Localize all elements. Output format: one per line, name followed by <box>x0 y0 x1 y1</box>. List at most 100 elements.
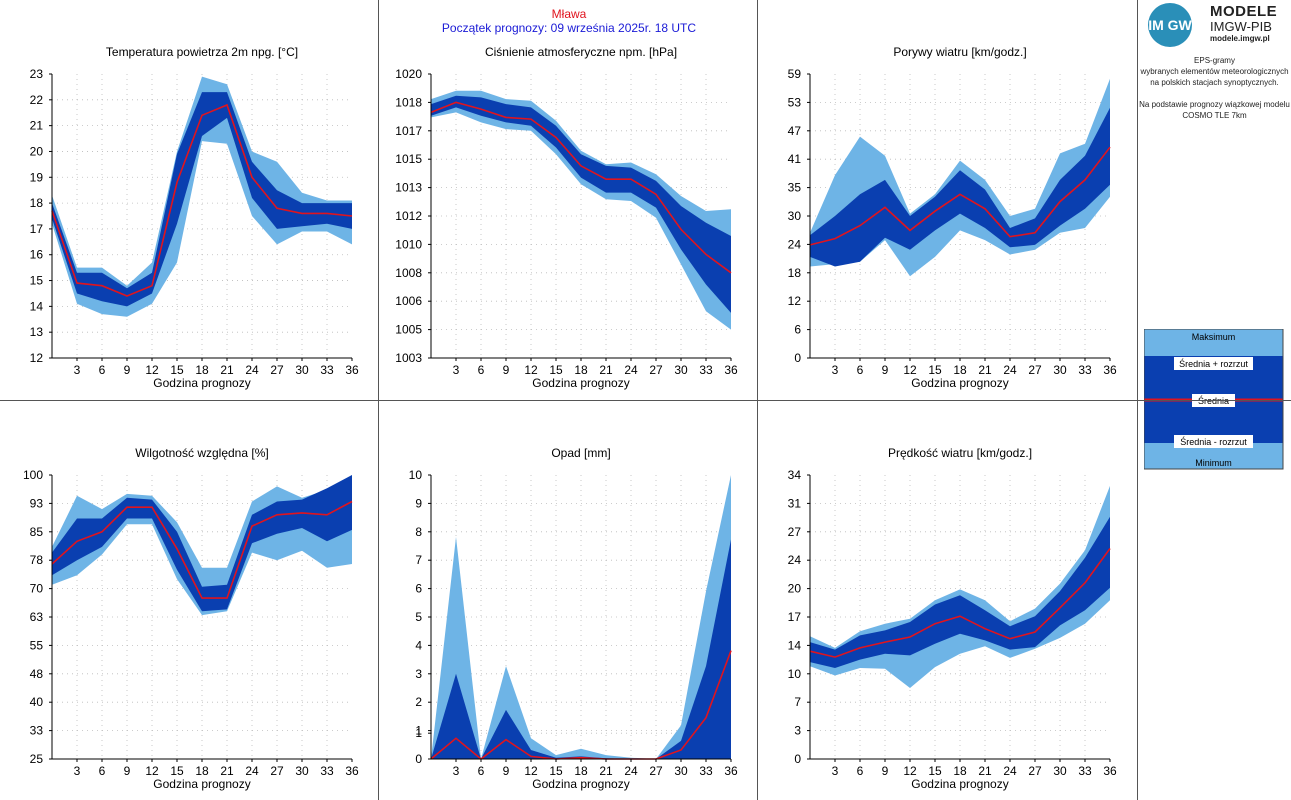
x-tick-label: 12 <box>145 363 159 377</box>
x-axis-label: Godzina prognozy <box>532 777 629 791</box>
y-tick-label: 1010 <box>395 237 422 251</box>
mean-line <box>809 548 1111 658</box>
x-tick-label: 36 <box>345 363 359 377</box>
x-tick-label: 27 <box>270 363 284 377</box>
x-tick-label: 30 <box>674 764 688 778</box>
y-tick-label: 35 <box>788 181 802 195</box>
wind-speed-chart: Prędkość wiatru [km/godz.] 0 3 7 10 14 17 20 24 2… <box>788 446 1117 791</box>
y-tick-label: 17 <box>788 610 802 624</box>
legend-pointer-line <box>1138 400 1291 401</box>
y-tick-label: 33 <box>30 724 44 738</box>
y-tick-label: 1006 <box>395 294 422 308</box>
description-line: Na podstawie prognozy wiązkowej modelu <box>1139 100 1290 109</box>
y-tick-label: 18 <box>788 266 802 280</box>
x-tick-label: 9 <box>124 363 131 377</box>
chart-title: Wilgotność względna [%] <box>135 446 268 460</box>
mean-line <box>51 103 353 297</box>
y-tick-label: 7 <box>794 695 801 709</box>
humidity-chart: Wilgotność względna [%]25334048556370788… <box>23 446 359 791</box>
mean-line <box>430 101 732 274</box>
chart-title: Opad [mm] <box>551 446 610 460</box>
y-tick-label: 23 <box>30 67 44 81</box>
y-tick-label: 31 <box>788 496 802 510</box>
x-tick-label: 3 <box>832 363 839 377</box>
y-tick-label: 1013 <box>395 181 422 195</box>
x-tick-label: 15 <box>928 363 942 377</box>
description: EPS-gramy wybranych elementów meteorolog… <box>1138 55 1291 121</box>
x-axis-label: Godzina prognozy <box>911 376 1008 390</box>
x-tick-label: 12 <box>524 363 538 377</box>
y-tick-label: 1 <box>415 726 422 740</box>
imgw-logo: IM GW MODELE IMGW-PIB modele.imgw.pl <box>1144 0 1291 50</box>
x-tick-label: 15 <box>549 363 563 377</box>
x-tick-label: 30 <box>674 363 688 377</box>
y-tick-label: 0 <box>794 752 801 766</box>
x-tick-label: 6 <box>857 363 864 377</box>
x-tick-label: 18 <box>195 363 209 377</box>
y-tick-label: 10 <box>788 667 802 681</box>
chart-title: Temperatura powietrza 2m npg. [°C] <box>106 45 298 59</box>
x-tick-label: 21 <box>599 764 613 778</box>
y-tick-label: 1012 <box>395 209 422 223</box>
x-tick-label: 12 <box>903 764 917 778</box>
description-line: wybranych elementów meteorologicznych <box>1140 67 1289 76</box>
x-tick-label: 9 <box>503 363 510 377</box>
x-tick-label: 21 <box>978 764 992 778</box>
panel-divider-vertical-3 <box>1137 0 1138 800</box>
y-tick-label: 93 <box>30 496 44 510</box>
x-axis-label: Godzina prognozy <box>532 376 629 390</box>
chart-title: Prędkość wiatru [km/godz.] <box>888 446 1032 460</box>
x-tick-label: 3 <box>832 764 839 778</box>
x-tick-label: 6 <box>478 764 485 778</box>
y-tick-label: 85 <box>30 525 44 539</box>
x-tick-label: 24 <box>1003 363 1017 377</box>
x-tick-label: 30 <box>295 363 309 377</box>
description-line: na polskich stacjach synoptycznych. <box>1150 78 1279 87</box>
x-tick-label: 18 <box>953 764 967 778</box>
panel-divider-horizontal <box>0 400 1137 401</box>
x-tick-label: 6 <box>99 764 106 778</box>
y-tick-label: 16 <box>30 248 44 262</box>
y-tick-label: 20 <box>788 582 802 596</box>
y-tick-label: 24 <box>788 553 802 567</box>
x-tick-label: 18 <box>574 764 588 778</box>
x-tick-label: 18 <box>953 363 967 377</box>
y-tick-label: 18 <box>30 196 44 210</box>
y-tick-label: 19 <box>30 170 44 184</box>
y-tick-label: 30 <box>788 209 802 223</box>
x-tick-label: 33 <box>1078 764 1092 778</box>
y-tick-label: 14 <box>788 638 802 652</box>
x-tick-label: 18 <box>195 764 209 778</box>
spread-band <box>810 107 1110 267</box>
y-tick-label: 21 <box>30 119 44 133</box>
min-max-band <box>431 475 731 759</box>
y-tick-label: 1017 <box>395 124 422 138</box>
x-tick-label: 27 <box>1028 764 1042 778</box>
x-tick-label: 18 <box>574 363 588 377</box>
y-tick-label: 47 <box>788 124 802 138</box>
y-tick-label: 1 <box>415 724 422 738</box>
description-line: COSMO TLE 7km <box>1182 111 1247 120</box>
x-axis-label: Godzina prognozy <box>911 777 1008 791</box>
legend-label-mean-minus: Średnia - rozrzut <box>1180 436 1247 447</box>
y-tick-label: 12 <box>788 294 802 308</box>
x-tick-label: 21 <box>978 363 992 377</box>
x-tick-label: 30 <box>1053 764 1067 778</box>
spread-band <box>52 475 352 612</box>
y-tick-label: 15 <box>30 274 44 288</box>
imgw-logo-mark: IM GW <box>1148 3 1192 47</box>
x-tick-label: 15 <box>170 363 184 377</box>
y-tick-label: 6 <box>415 582 422 596</box>
x-tick-label: 24 <box>624 363 638 377</box>
x-tick-label: 15 <box>170 764 184 778</box>
y-tick-label: 53 <box>788 95 802 109</box>
x-axis-label: Godzina prognozy <box>153 777 250 791</box>
y-tick-label: 9 <box>415 496 422 510</box>
legend-label-mean-plus: Średnia + rozrzut <box>1179 358 1248 369</box>
x-tick-label: 3 <box>453 764 460 778</box>
spread-band <box>810 516 1110 668</box>
y-tick-label: 40 <box>30 695 44 709</box>
y-tick-label: 20 <box>30 144 44 158</box>
x-tick-label: 24 <box>624 764 638 778</box>
